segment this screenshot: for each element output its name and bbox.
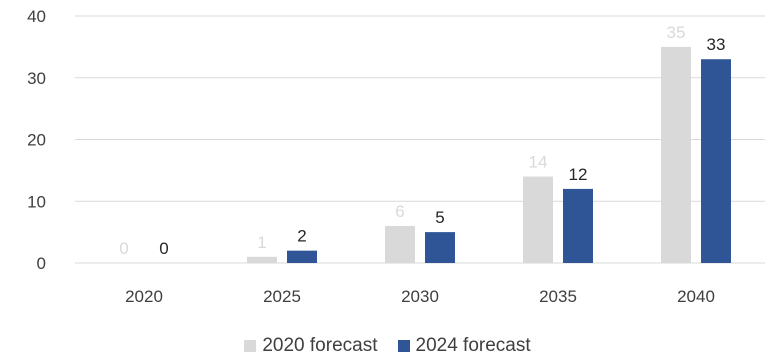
bar-2024-forecast-2035	[563, 188, 593, 263]
x-tick-label: 2030	[401, 287, 439, 306]
y-axis-ticks: 0 10 20 30 40	[27, 7, 46, 273]
x-tick-label: 2040	[677, 287, 715, 306]
legend-swatch-2024-forecast	[397, 340, 410, 352]
x-tick-label: 2035	[539, 287, 577, 306]
gridlines	[75, 15, 765, 264]
legend-item-2024-forecast: 2024 forecast	[397, 334, 531, 358]
data-label-2024-forecast-2035: 12	[569, 165, 588, 184]
legend-label-2024-forecast: 2024 forecast	[415, 335, 531, 356]
y-tick-label: 20	[27, 131, 46, 150]
bar-2024-forecast-2025	[287, 250, 317, 263]
bar-2024-forecast-2030	[425, 232, 455, 263]
data-label-2024-forecast-2020: 0	[159, 239, 168, 258]
legend-item-2020-forecast: 2020 forecast	[244, 334, 378, 358]
data-label-2020-forecast-2025: 1	[257, 233, 266, 252]
legend-swatch-2020-forecast	[244, 340, 257, 352]
bar-2020-forecast-2040	[661, 46, 691, 263]
x-tick-label: 2025	[263, 287, 301, 306]
bars	[247, 46, 731, 263]
y-tick-label: 30	[27, 69, 46, 88]
bar-2020-forecast-2035	[523, 176, 553, 263]
y-tick-label: 10	[27, 192, 46, 211]
data-label-2020-forecast-2035: 14	[529, 153, 548, 172]
y-tick-label: 0	[37, 254, 46, 273]
legend: 2020 forecast 2024 forecast	[0, 334, 775, 358]
data-label-2024-forecast-2025: 2	[297, 227, 306, 246]
data-label-2020-forecast-2040: 35	[667, 23, 686, 42]
data-label-2024-forecast-2040: 33	[707, 35, 726, 54]
bar-2020-forecast-2025	[247, 256, 277, 263]
y-tick-label: 40	[27, 7, 46, 26]
x-axis-ticks: 2020 2025 2030 2035 2040	[125, 287, 715, 306]
data-label-2020-forecast-2020: 0	[119, 239, 128, 258]
data-label-2020-forecast-2030: 6	[395, 202, 404, 221]
bar-2024-forecast-2040	[701, 59, 731, 263]
bar-2020-forecast-2030	[385, 225, 415, 263]
x-tick-label: 2020	[125, 287, 163, 306]
data-label-2024-forecast-2030: 5	[435, 208, 444, 227]
legend-label-2020-forecast: 2020 forecast	[262, 335, 378, 356]
